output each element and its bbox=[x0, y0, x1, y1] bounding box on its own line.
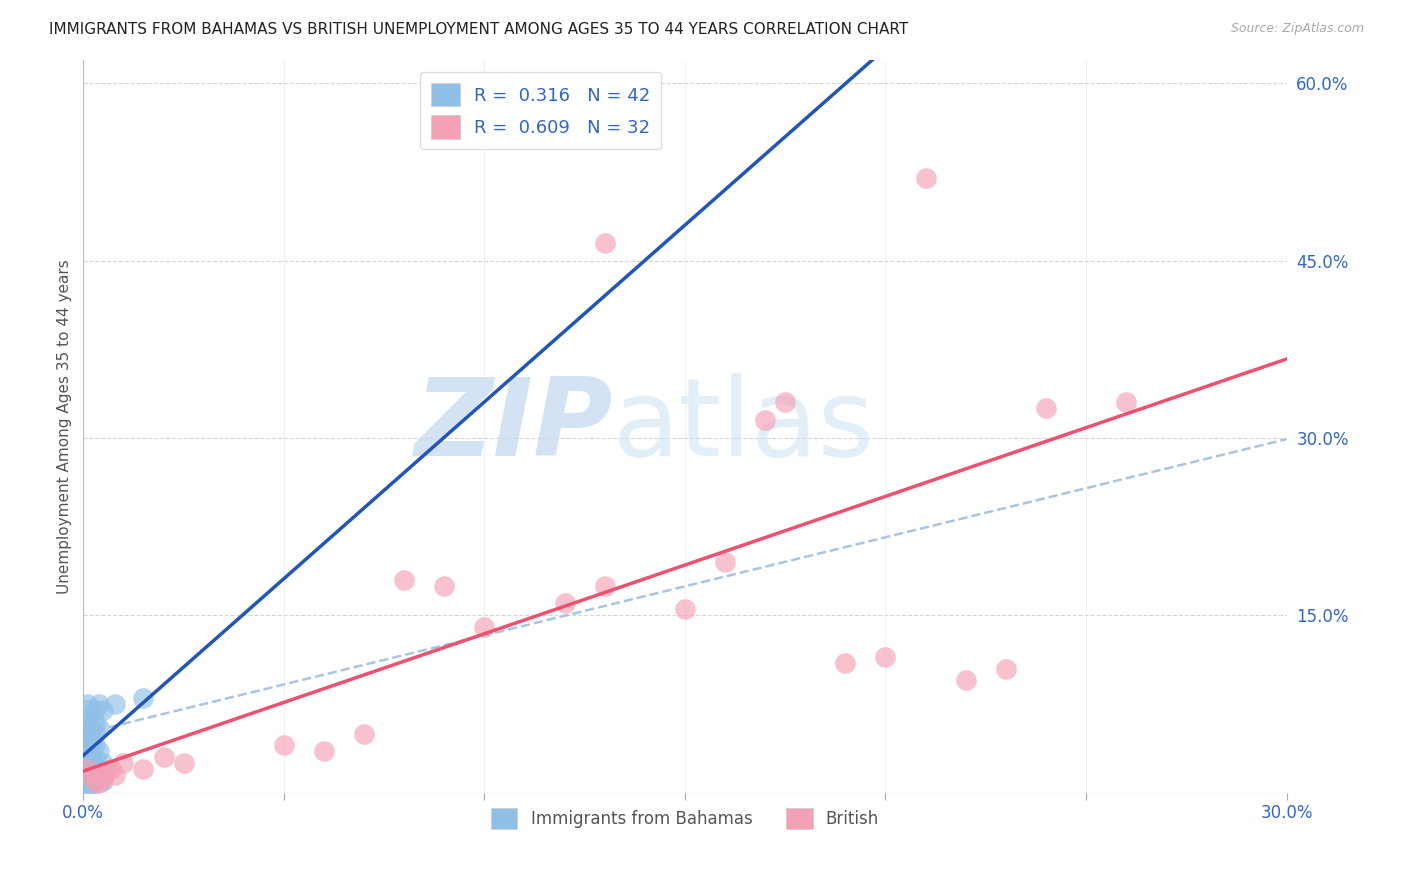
Text: atlas: atlas bbox=[613, 373, 875, 479]
Point bbox=[353, 726, 375, 740]
Point bbox=[84, 714, 107, 729]
Point bbox=[89, 762, 111, 776]
Point bbox=[173, 756, 195, 770]
Point bbox=[80, 773, 103, 788]
Point bbox=[100, 762, 122, 776]
Point bbox=[84, 726, 107, 740]
Point bbox=[89, 721, 111, 735]
Point bbox=[80, 732, 103, 747]
Point bbox=[1035, 401, 1057, 416]
Point bbox=[554, 597, 576, 611]
Point bbox=[80, 780, 103, 794]
Point bbox=[132, 762, 155, 776]
Point bbox=[104, 697, 127, 711]
Point bbox=[76, 732, 98, 747]
Point bbox=[773, 395, 796, 409]
Point bbox=[93, 773, 115, 788]
Point bbox=[80, 726, 103, 740]
Point bbox=[754, 413, 776, 427]
Text: IMMIGRANTS FROM BAHAMAS VS BRITISH UNEMPLOYMENT AMONG AGES 35 TO 44 YEARS CORREL: IMMIGRANTS FROM BAHAMAS VS BRITISH UNEMP… bbox=[49, 22, 908, 37]
Point bbox=[93, 772, 115, 786]
Point bbox=[80, 762, 103, 776]
Point bbox=[84, 773, 107, 788]
Point bbox=[273, 739, 295, 753]
Point bbox=[89, 697, 111, 711]
Point bbox=[152, 750, 174, 764]
Text: Source: ZipAtlas.com: Source: ZipAtlas.com bbox=[1230, 22, 1364, 36]
Point bbox=[89, 744, 111, 758]
Point bbox=[76, 762, 98, 776]
Point bbox=[392, 573, 415, 587]
Point bbox=[84, 750, 107, 764]
Point bbox=[76, 739, 98, 753]
Point bbox=[76, 773, 98, 788]
Point bbox=[132, 691, 155, 706]
Point bbox=[673, 602, 696, 616]
Point bbox=[80, 744, 103, 758]
Point bbox=[76, 721, 98, 735]
Point bbox=[76, 756, 98, 770]
Point bbox=[76, 750, 98, 764]
Point bbox=[433, 579, 456, 593]
Point bbox=[76, 714, 98, 729]
Point bbox=[76, 744, 98, 758]
Point bbox=[80, 768, 103, 782]
Point bbox=[80, 721, 103, 735]
Point bbox=[80, 750, 103, 764]
Point bbox=[312, 744, 335, 758]
Point bbox=[84, 739, 107, 753]
Point bbox=[1115, 395, 1137, 409]
Point bbox=[84, 762, 107, 776]
Point bbox=[93, 703, 115, 717]
Point bbox=[474, 620, 496, 634]
Point bbox=[112, 756, 135, 770]
Point bbox=[84, 703, 107, 717]
Point bbox=[593, 235, 616, 250]
Point bbox=[89, 776, 111, 790]
Point bbox=[76, 726, 98, 740]
Point bbox=[84, 773, 107, 788]
Point bbox=[955, 673, 977, 688]
Point bbox=[80, 768, 103, 782]
Point bbox=[834, 656, 856, 670]
Point bbox=[80, 756, 103, 770]
Point bbox=[593, 579, 616, 593]
Point bbox=[76, 697, 98, 711]
Point bbox=[994, 661, 1017, 675]
Y-axis label: Unemployment Among Ages 35 to 44 years: Unemployment Among Ages 35 to 44 years bbox=[58, 259, 72, 593]
Point bbox=[76, 768, 98, 782]
Point bbox=[914, 170, 936, 185]
Point bbox=[76, 762, 98, 776]
Point bbox=[714, 555, 737, 569]
Point bbox=[76, 708, 98, 723]
Point bbox=[104, 768, 127, 782]
Legend: Immigrants from Bahamas, British: Immigrants from Bahamas, British bbox=[484, 801, 886, 836]
Point bbox=[76, 780, 98, 794]
Point bbox=[875, 649, 897, 664]
Point bbox=[76, 703, 98, 717]
Point bbox=[96, 764, 118, 779]
Point bbox=[93, 756, 115, 770]
Text: ZIP: ZIP bbox=[415, 373, 613, 479]
Point bbox=[80, 739, 103, 753]
